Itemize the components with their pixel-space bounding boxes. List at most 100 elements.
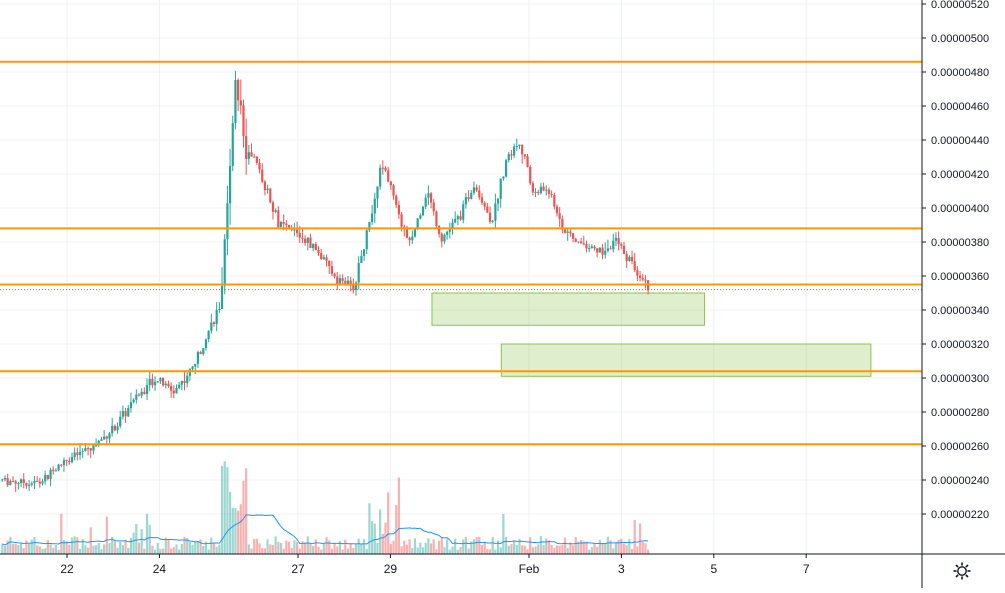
- volume-bar: [338, 540, 342, 554]
- candle-body: [105, 436, 108, 439]
- volume-bar: [606, 536, 610, 554]
- candle-body: [119, 416, 122, 427]
- volume-bar: [336, 546, 339, 554]
- volume-bar: [194, 541, 197, 554]
- candle-body: [279, 221, 283, 227]
- volume-bar: [614, 542, 618, 554]
- candle-body: [237, 79, 240, 101]
- volume-bar: [413, 538, 417, 554]
- volume-bar: [228, 491, 232, 554]
- candle-body: [226, 203, 229, 240]
- candle-body: [408, 237, 411, 241]
- candle-body: [362, 249, 366, 256]
- volume-bar: [499, 547, 502, 554]
- candle-body: [282, 221, 285, 224]
- candle-body: [328, 260, 331, 267]
- volume-bar: [218, 544, 221, 554]
- candle-body: [223, 239, 226, 286]
- volume-bar: [215, 546, 218, 554]
- candle-body: [60, 464, 63, 466]
- volume-bar: [590, 547, 593, 554]
- volume-bar: [119, 541, 122, 554]
- y-tick-label: 0.00000360: [931, 271, 989, 283]
- volume-bar: [400, 546, 403, 554]
- volume-bar: [258, 543, 261, 554]
- y-tick-label: 0.00000300: [931, 373, 989, 385]
- candle-body: [81, 451, 84, 453]
- volume-bar: [277, 541, 280, 554]
- candle-body: [513, 146, 516, 156]
- volume-bar: [542, 545, 545, 554]
- volume-bar: [62, 539, 66, 554]
- candle-body: [330, 266, 334, 274]
- candle-body: [392, 185, 395, 196]
- volume-bar: [314, 539, 317, 554]
- candle-body: [175, 388, 178, 394]
- volume-bar: [38, 546, 41, 554]
- candle-body: [52, 469, 55, 472]
- candle-body: [86, 448, 90, 450]
- volume-bar: [403, 540, 406, 554]
- volume-layer: [1, 461, 650, 554]
- volume-bar: [550, 544, 553, 554]
- candle-body: [46, 474, 49, 480]
- volume-bar: [306, 536, 309, 554]
- candle-body: [170, 386, 173, 391]
- volume-bar: [6, 540, 9, 554]
- candle-body: [44, 474, 47, 482]
- volume-bar: [529, 537, 532, 554]
- y-tick-label: 0.00000340: [931, 305, 989, 317]
- candle-body: [295, 229, 299, 234]
- volume-bar: [121, 545, 125, 554]
- candle-body: [202, 348, 205, 355]
- volume-bar: [279, 542, 283, 554]
- volume-ma-line: [2, 514, 649, 546]
- volume-bar: [250, 548, 253, 554]
- volume-bar: [60, 513, 63, 554]
- volume-bar: [392, 540, 395, 554]
- volume-bar: [371, 521, 374, 554]
- candle-body: [494, 203, 497, 221]
- volume-bar: [253, 538, 256, 554]
- candle-body: [274, 210, 277, 212]
- candle-body: [298, 233, 301, 238]
- candle-body: [582, 243, 585, 245]
- volume-bar: [609, 540, 612, 554]
- volume-bar: [344, 539, 347, 554]
- levels-layer: 0.000004860.000003880.000003550.00000304…: [0, 53, 1002, 453]
- volume-bar: [223, 461, 226, 554]
- candle-body: [569, 231, 572, 234]
- volume-bar: [14, 543, 17, 554]
- volume-bar: [263, 548, 267, 554]
- candle-body: [346, 280, 350, 286]
- candle-body: [199, 352, 202, 355]
- volume-bar: [419, 542, 422, 554]
- candle-body: [451, 222, 454, 229]
- volume-bar: [30, 539, 33, 554]
- volume-bar: [54, 545, 58, 554]
- volume-bar: [304, 543, 307, 554]
- volume-bar: [186, 537, 189, 554]
- volume-bar: [266, 539, 269, 554]
- volume-bar: [36, 545, 39, 554]
- candle-body: [384, 168, 387, 171]
- candle-body: [309, 237, 312, 248]
- candle-body: [344, 280, 347, 286]
- candle-body: [266, 188, 269, 191]
- candle-body: [478, 190, 481, 198]
- volume-bar: [113, 539, 116, 554]
- volume-bar: [204, 541, 208, 554]
- volume-bar: [483, 541, 486, 554]
- volume-bar: [454, 538, 457, 554]
- volume-bar: [571, 545, 575, 554]
- volume-bar: [352, 548, 355, 554]
- candle-body: [574, 238, 577, 242]
- candle-body: [9, 480, 12, 486]
- candle-body: [416, 218, 419, 228]
- gear-icon[interactable]: [951, 560, 973, 582]
- candle-body: [19, 479, 23, 484]
- candle-body: [325, 257, 328, 261]
- y-tick-label: 0.00000500: [931, 33, 989, 45]
